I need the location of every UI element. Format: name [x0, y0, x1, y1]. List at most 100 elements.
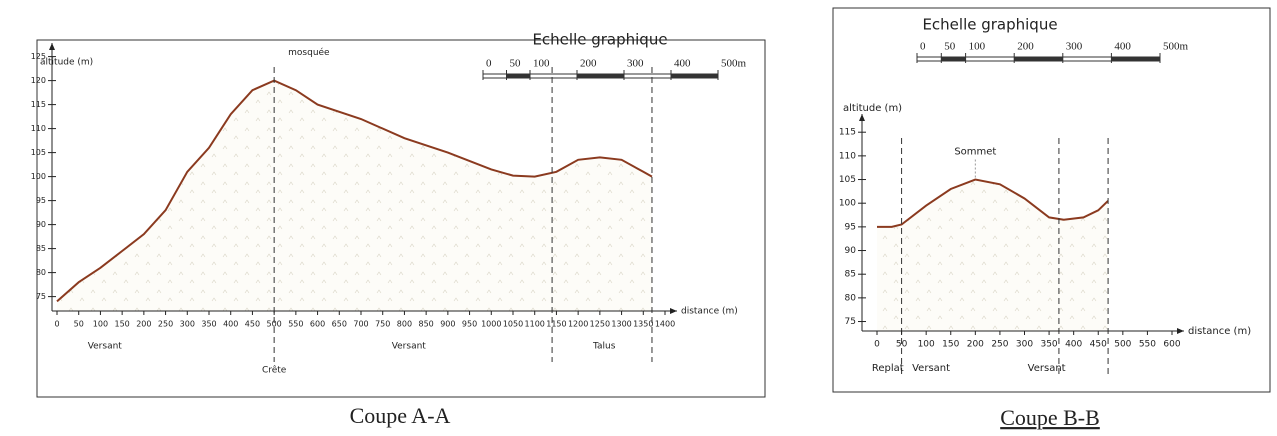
y-tick-label: 105 — [31, 148, 46, 157]
y-tick-label: 115 — [839, 128, 856, 138]
x-tick-label: 1050 — [503, 320, 523, 329]
x-tick-label: 400 — [223, 320, 238, 329]
annotation: Versant — [88, 342, 123, 352]
scale-label: 200 — [1017, 41, 1034, 53]
x-tick-label: 550 — [1139, 340, 1156, 350]
x-tick-label: 450 — [245, 320, 260, 329]
y-tick-label: 105 — [839, 175, 856, 185]
x-tick-label: 550 — [288, 320, 303, 329]
x-tick-label: 100 — [93, 320, 108, 329]
y-tick-label: 85 — [845, 270, 856, 280]
x-tick-label: 400 — [1065, 340, 1082, 350]
x-tick-label: 0 — [54, 320, 59, 329]
scale-label: 100 — [533, 58, 550, 70]
x-tick-label: 150 — [115, 320, 130, 329]
x-tick-label: 200 — [967, 340, 984, 350]
x-tick-label: 1150 — [546, 320, 566, 329]
scale-title: Echelle graphique — [532, 31, 667, 49]
scale-label: 100 — [969, 41, 986, 53]
scale-label: 200 — [580, 58, 597, 70]
x-tick-label: 350 — [1040, 340, 1057, 350]
scale-label: 0 — [920, 41, 926, 53]
x-tick-label: 750 — [375, 320, 390, 329]
annotation: Versant — [1028, 363, 1066, 374]
x-axis-label: distance (m) — [1188, 326, 1251, 337]
caption: Coupe A-A — [350, 403, 451, 428]
y-axis-label: altitude (m) — [40, 58, 93, 68]
y-tick-label: 95 — [845, 222, 856, 232]
panel-frame — [36, 39, 766, 398]
annotation: Sommet — [954, 147, 996, 158]
scale-label: 0 — [486, 58, 492, 70]
x-tick-label: 150 — [942, 340, 959, 350]
x-tick-label: 100 — [918, 340, 935, 350]
x-tick-label: 1100 — [525, 320, 545, 329]
y-tick-label: 85 — [36, 244, 46, 253]
x-axis-label: distance (m) — [681, 307, 738, 317]
scale-segment — [506, 74, 530, 78]
scale-title: Echelle graphique — [922, 16, 1057, 34]
x-tick-label: 300 — [1016, 340, 1033, 350]
x-tick-label: 1300 — [611, 320, 631, 329]
y-axis-label: altitude (m) — [843, 103, 902, 114]
y-tick-label: 90 — [36, 220, 46, 229]
panel-frame — [832, 7, 1271, 393]
y-tick-label: 110 — [839, 151, 856, 161]
y-tick-label: 90 — [845, 246, 857, 256]
y-tick-label: 100 — [31, 172, 46, 181]
y-tick-label: 115 — [31, 100, 46, 109]
annotation: Versant — [912, 363, 950, 374]
scale-segment — [1111, 57, 1160, 61]
y-tick-label: 125 — [31, 52, 46, 61]
x-tick-label: 700 — [353, 320, 368, 329]
y-tick-label: 75 — [36, 292, 46, 301]
scale-label: 400 — [1114, 41, 1131, 53]
x-tick-label: 950 — [462, 320, 477, 329]
scale-label: 500m — [1163, 41, 1189, 53]
x-tick-label: 1350 — [633, 320, 653, 329]
x-tick-label: 1000 — [481, 320, 501, 329]
x-tick-label: 50 — [74, 320, 84, 329]
annotation: Replat — [872, 363, 904, 374]
annotation: mosquée — [288, 47, 330, 58]
scale-label: 50 — [944, 41, 956, 53]
x-tick-label: 1200 — [568, 320, 588, 329]
x-tick-label: 250 — [158, 320, 173, 329]
y-tick-label: 100 — [839, 199, 856, 209]
scale-label: 50 — [510, 58, 522, 70]
terrain-fill — [57, 80, 652, 311]
caption: Coupe B-B — [1000, 405, 1100, 430]
scale-label: 400 — [674, 58, 691, 70]
annotation: Crête — [262, 365, 287, 376]
x-tick-label: 450 — [1090, 340, 1107, 350]
x-tick-label: 300 — [180, 320, 195, 329]
x-tick-label: 0 — [874, 340, 880, 350]
scale-label: 500m — [721, 58, 747, 70]
x-tick-label: 200 — [136, 320, 151, 329]
x-tick-label: 600 — [1163, 340, 1180, 350]
x-tick-label: 50 — [896, 340, 908, 350]
scale-segment — [577, 74, 624, 78]
x-tick-label: 900 — [440, 320, 455, 329]
x-tick-label: 250 — [991, 340, 1008, 350]
y-tick-label: 80 — [36, 268, 46, 277]
x-tick-label: 800 — [397, 320, 412, 329]
x-tick-label: 1250 — [590, 320, 610, 329]
scale-label: 300 — [627, 58, 644, 70]
y-tick-label: 75 — [845, 317, 856, 327]
profile-line — [877, 178, 1109, 228]
y-tick-label: 120 — [31, 76, 46, 85]
x-tick-label: 500 — [1114, 340, 1131, 350]
x-tick-label: 500 — [267, 320, 282, 329]
x-tick-label: 600 — [310, 320, 325, 329]
scale-segment — [941, 57, 966, 61]
y-tick-label: 80 — [845, 293, 857, 303]
y-tick-label: 95 — [36, 196, 46, 205]
x-tick-label: 1400 — [655, 320, 675, 329]
x-tick-label: 650 — [332, 320, 347, 329]
annotation: Versant — [392, 342, 427, 352]
annotation: Talus — [592, 342, 616, 352]
terrain-fill — [877, 179, 1109, 331]
profile-line — [56, 79, 653, 303]
